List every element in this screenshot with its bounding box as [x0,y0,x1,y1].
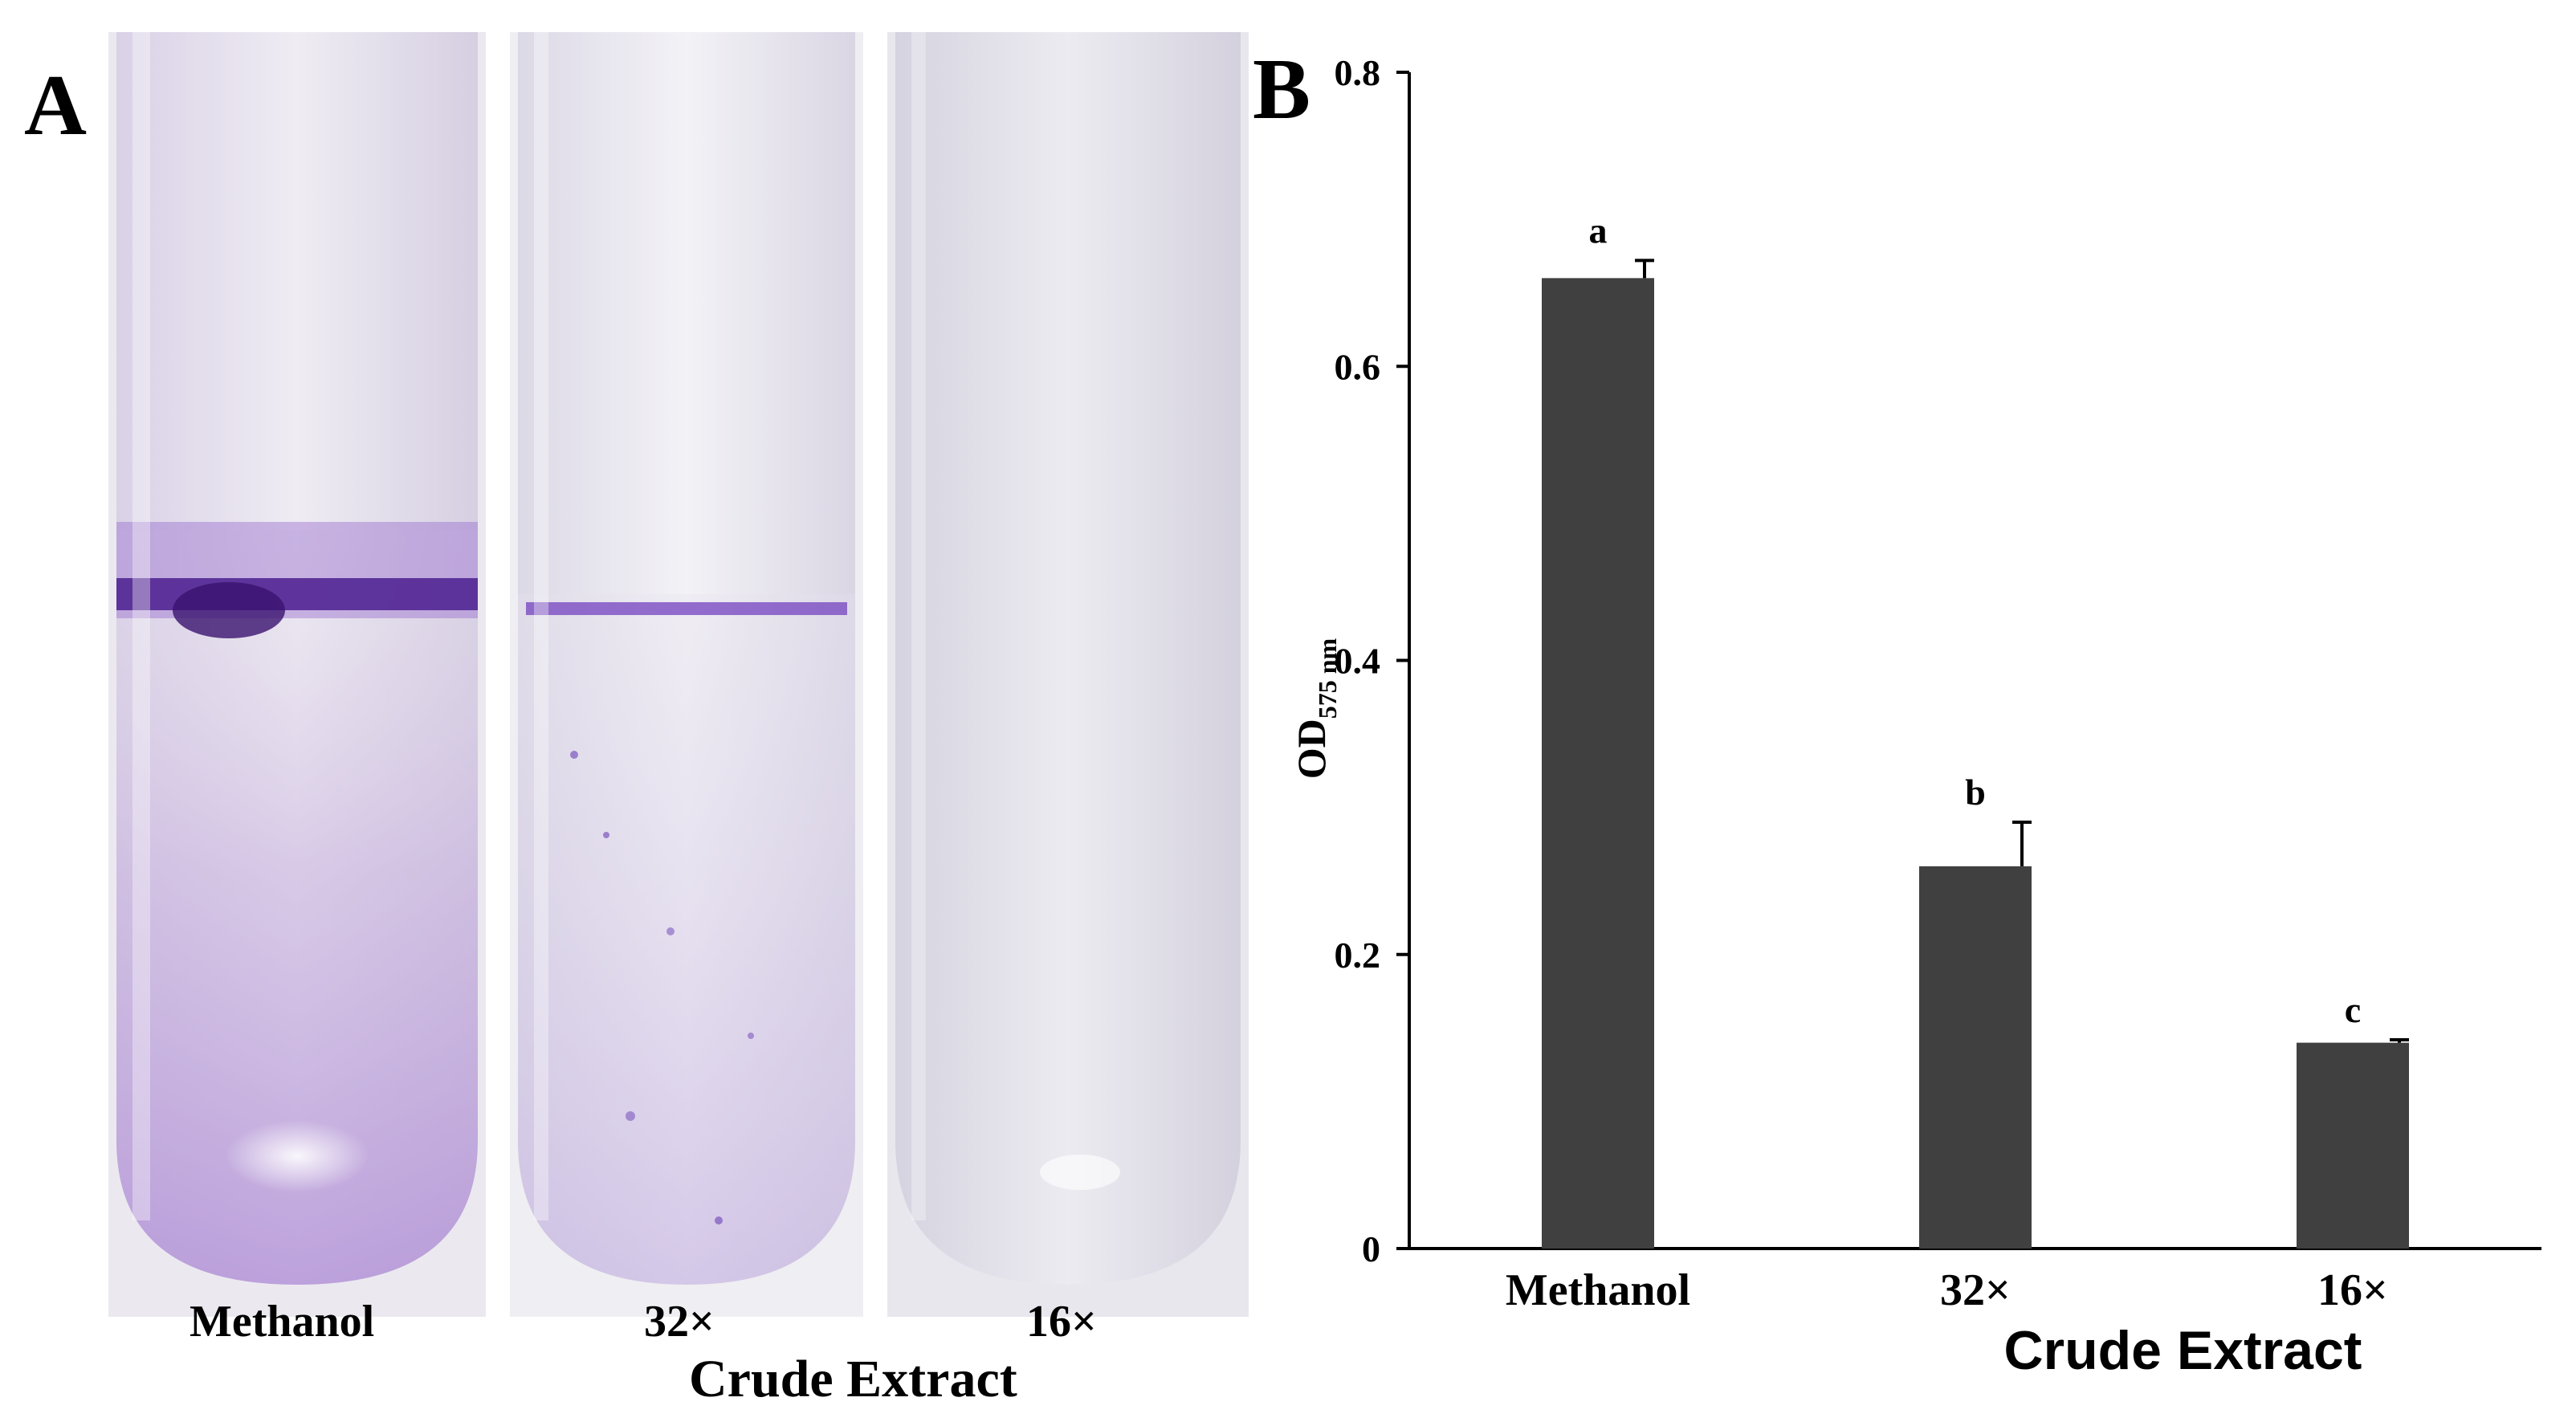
bar [2297,1042,2409,1249]
significance-letter: a [1589,210,1608,251]
y-tick-label: 0.6 [1335,346,1381,387]
significance-letter: b [1965,772,1986,813]
tube-label-methanol: Methanol [190,1297,375,1347]
x-tick-label: Methanol [1506,1265,1690,1315]
bar [1919,866,2032,1249]
y-tick-label: 0.2 [1335,935,1381,976]
x-tick-label: 32× [1940,1265,2011,1315]
methanol-tube-photo [108,32,486,1317]
bars: a b c [1542,210,2409,1249]
panel-b-letter: B [1253,42,1311,137]
bar [1542,278,1654,1249]
y-tick-label: 0.4 [1335,641,1381,682]
panel-a-letter: A [24,58,87,153]
x-tick-label: 16× [2317,1265,2388,1315]
tube-label-16x: 16× [1026,1297,1097,1347]
x-axis-label: Crude Extract [2004,1320,2362,1381]
y-tick-label: 0 [1362,1228,1380,1269]
test-tube-photos [108,32,1249,1317]
photo-group-label: Crude Extract [689,1350,1017,1408]
y-tick-label: 0.8 [1335,52,1381,93]
x-tick-labels: Methanol 32× 16× [1506,1265,2388,1315]
16x-tube-photo [887,32,1249,1317]
y-axis-label-main: OD [1289,719,1334,779]
tube-label-32x: 32× [644,1297,715,1347]
y-ticks: 0 0.2 0.4 0.6 0.8 [1335,52,1409,1269]
significance-letter: c [2345,989,2361,1030]
32x-tube-photo [510,32,863,1317]
y-axis-label-subscript: 575 nm [1313,638,1342,719]
y-axis-label: OD575 nm [1289,638,1342,779]
